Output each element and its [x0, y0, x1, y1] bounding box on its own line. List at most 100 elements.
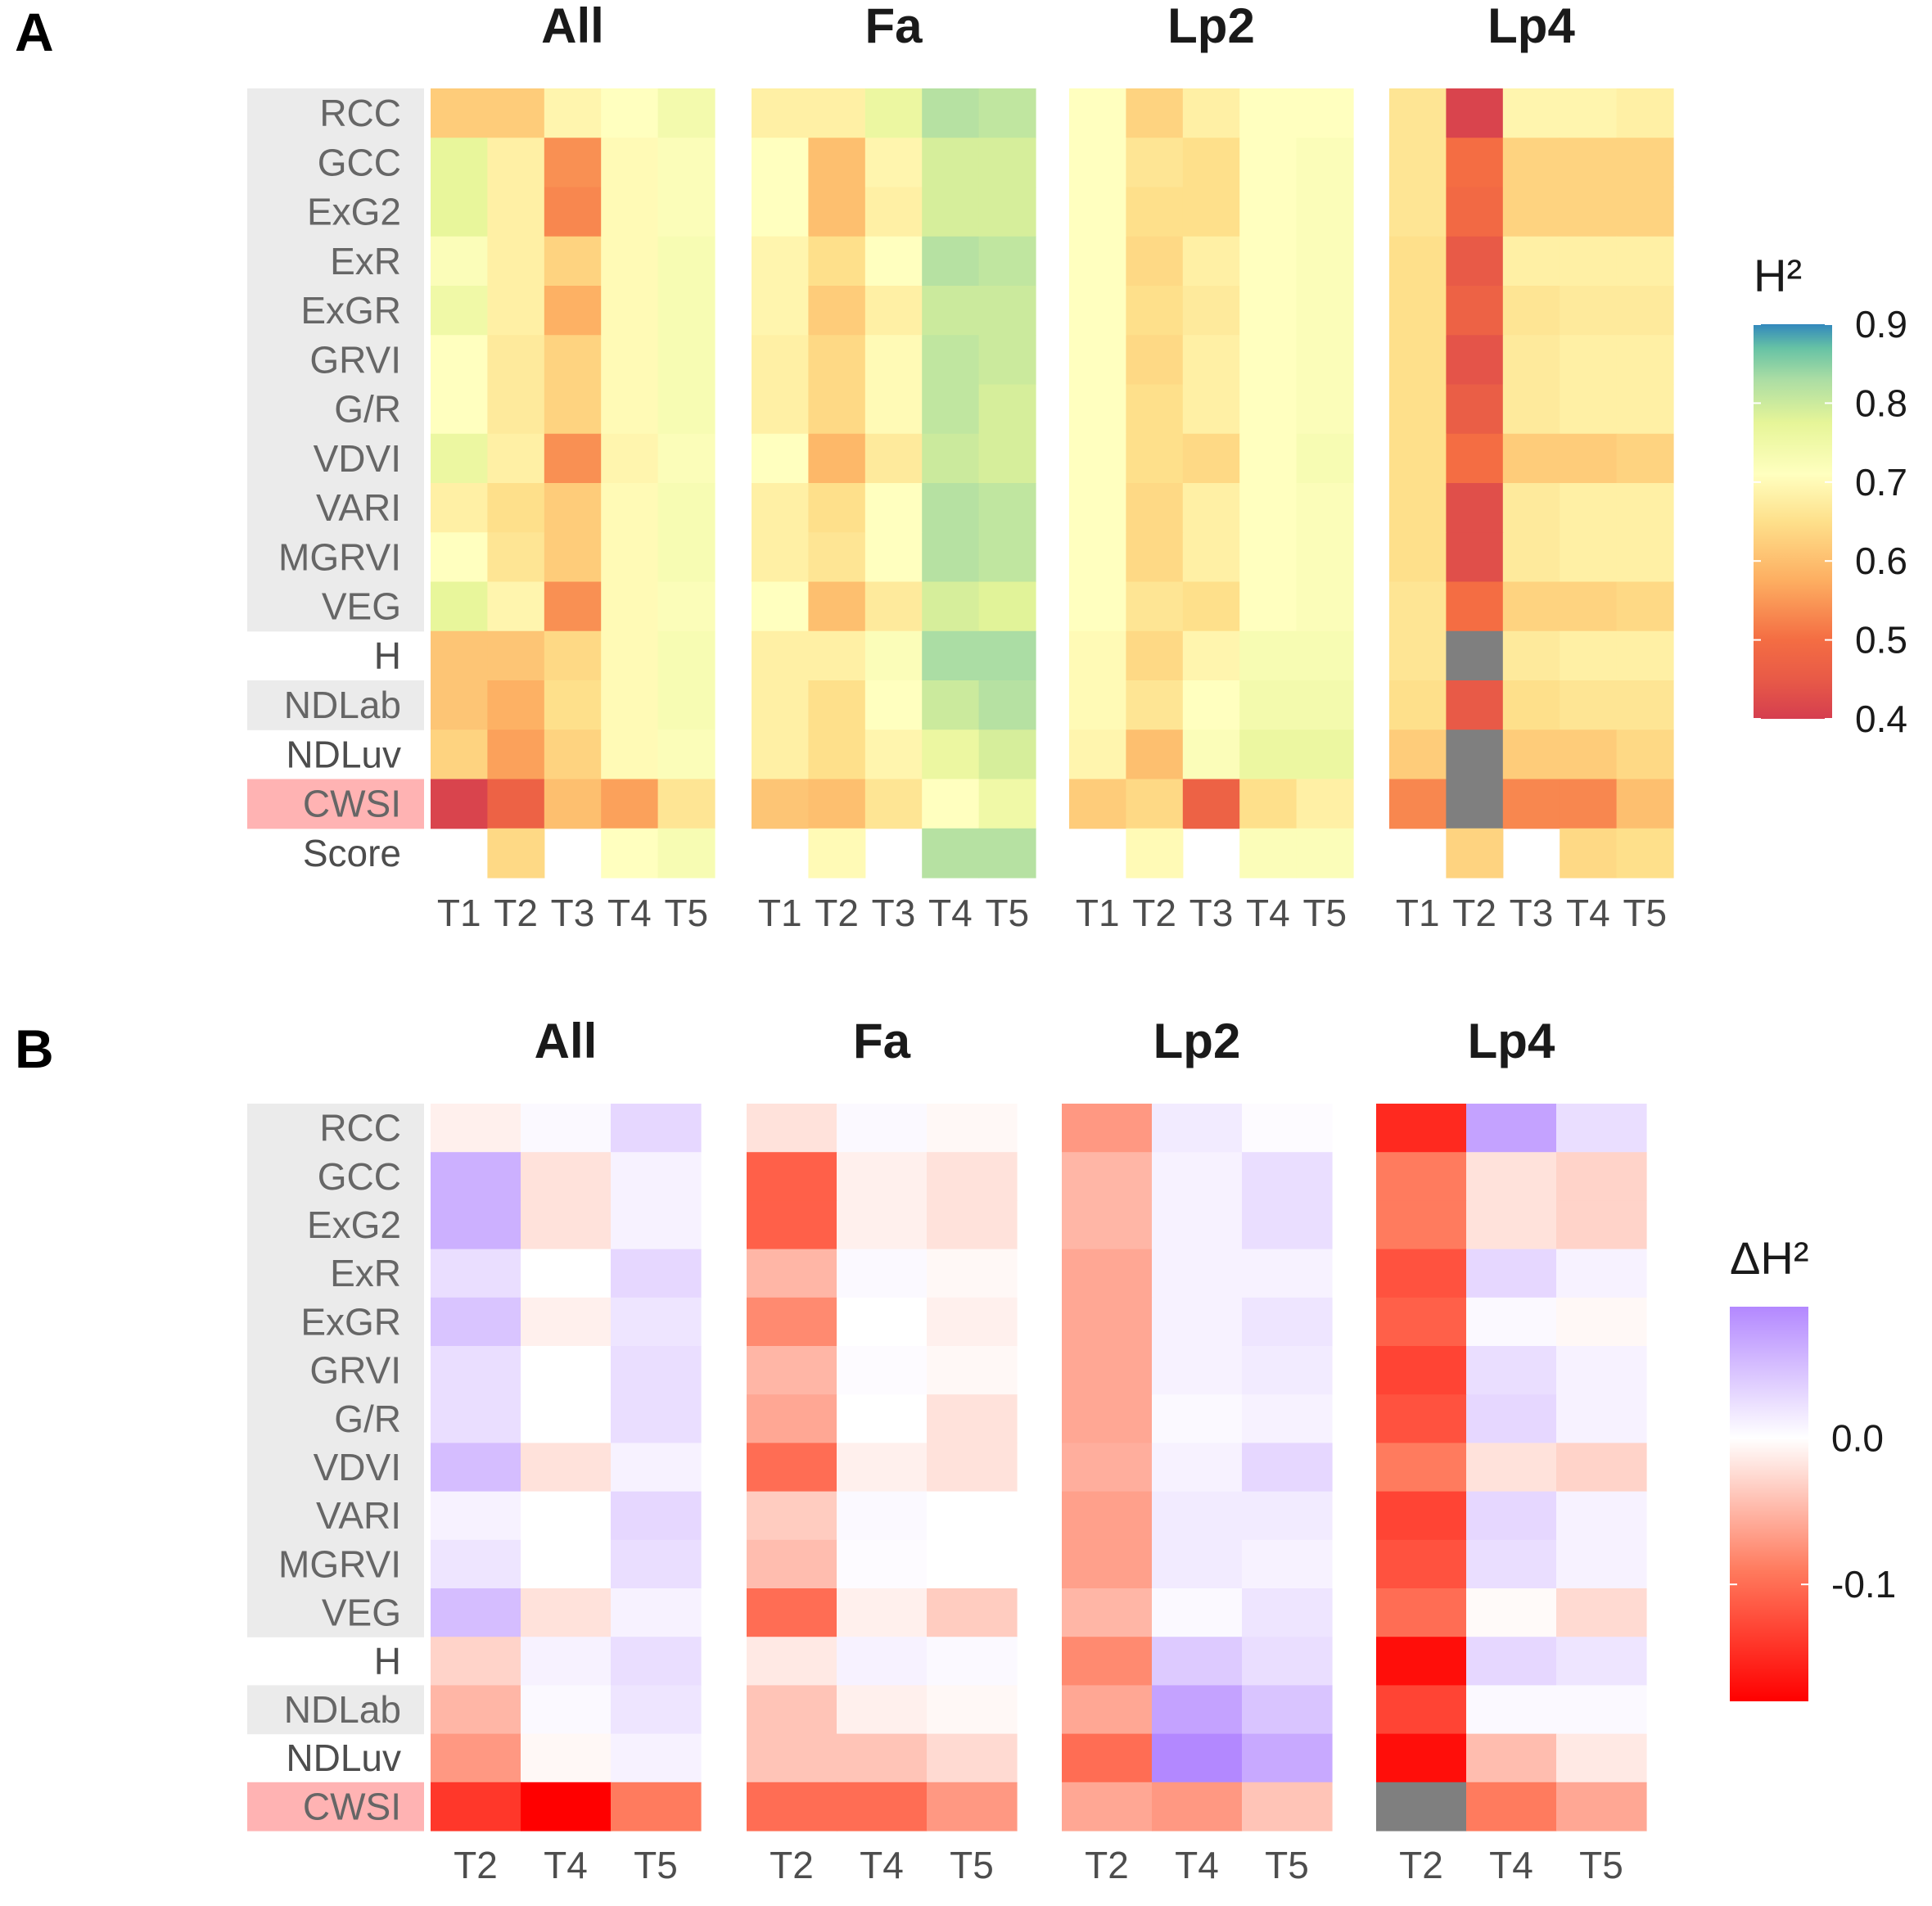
- heatmap-cell: [487, 286, 545, 336]
- heatmap-cell: [611, 1297, 702, 1347]
- heatmap-cell: [1126, 680, 1184, 730]
- heatmap-cell: [521, 1104, 612, 1153]
- heatmap-cell: [1502, 483, 1560, 533]
- heatmap-cell: [752, 138, 809, 188]
- x-tick-label: T4: [860, 1844, 904, 1886]
- heatmap-cell: [1446, 187, 1504, 237]
- facet-title: Lp2: [1153, 1014, 1241, 1068]
- heatmap-cell: [1466, 1394, 1557, 1443]
- legend-tick-label: 0.7: [1855, 461, 1907, 504]
- heatmap-cell: [1446, 384, 1504, 435]
- heatmap-cell: [864, 581, 923, 632]
- heatmap-cell: [837, 1200, 928, 1250]
- heatmap-cell: [544, 680, 602, 730]
- heatmap-cell: [1239, 828, 1298, 878]
- heatmap-cell: [1389, 286, 1447, 336]
- heatmap-cell: [1239, 433, 1298, 484]
- heatmap-cell: [864, 680, 923, 730]
- x-tick-label: T4: [928, 892, 973, 934]
- heatmap-cell: [747, 1733, 837, 1783]
- heatmap-cell: [521, 1297, 612, 1347]
- heatmap-cell: [431, 433, 488, 484]
- row-label: GCC: [318, 1155, 401, 1198]
- heatmap-cell: [1560, 433, 1618, 484]
- heatmap-cell: [1242, 1297, 1333, 1347]
- heatmap-cell: [611, 1588, 702, 1637]
- heatmap-cell: [1376, 1346, 1467, 1395]
- heatmap-cell: [978, 88, 1036, 138]
- heatmap-cell: [1616, 236, 1674, 287]
- heatmap-cell: [431, 1637, 521, 1686]
- heatmap-cell: [747, 1152, 837, 1201]
- heatmap-cell: [1062, 1200, 1153, 1250]
- row-label: H: [374, 635, 401, 677]
- heatmap-cell: [808, 187, 866, 237]
- heatmap-cell: [1556, 1104, 1647, 1153]
- heatmap-cell: [1069, 532, 1126, 583]
- heatmap-cell: [1389, 532, 1447, 583]
- heatmap-cell: [487, 335, 545, 386]
- heatmap-cell: [487, 779, 545, 829]
- heatmap-cell: [978, 680, 1036, 730]
- heatmap-cell: [1069, 433, 1126, 484]
- heatmap-cell: [1296, 483, 1354, 533]
- heatmap-cell: [601, 581, 659, 632]
- heatmap-cell: [1556, 1685, 1647, 1735]
- heatmap-cell: [1389, 335, 1447, 386]
- heatmap-cell: [521, 1200, 612, 1250]
- heatmap-cell: [1446, 138, 1504, 188]
- heatmap-cell: [1239, 581, 1298, 632]
- x-tick-label: T2: [1132, 892, 1176, 934]
- heatmap-cell: [431, 1200, 521, 1250]
- heatmap-cell: [1466, 1637, 1557, 1686]
- heatmap-cell: [1242, 1685, 1333, 1735]
- row-label: GCC: [318, 141, 401, 183]
- heatmap-cell: [487, 729, 545, 780]
- heatmap-cell: [487, 187, 545, 237]
- heatmap-cell: [922, 828, 980, 878]
- heatmap-cell: [922, 236, 980, 287]
- legend-tick-label: 0.4: [1855, 698, 1907, 740]
- row-label: VARI: [316, 486, 401, 529]
- heatmap-cell: [657, 384, 715, 435]
- heatmap-cell: [1239, 680, 1298, 730]
- heatmap-cell: [611, 1104, 702, 1153]
- heatmap-cell: [927, 1685, 1018, 1735]
- heatmap-cell: [1182, 483, 1240, 533]
- rgb-index-label-band: [247, 1200, 424, 1250]
- heatmap-cell: [544, 236, 602, 287]
- heatmap-cell: [922, 483, 980, 533]
- heatmap-cell: [611, 1782, 702, 1831]
- x-tick-label: T2: [770, 1844, 814, 1886]
- heatmap-cell: [1242, 1782, 1333, 1831]
- heatmap-cell: [808, 630, 866, 681]
- heatmap-cell: [927, 1588, 1018, 1637]
- x-tick-label: T2: [1452, 892, 1496, 934]
- heatmap-cell: [1126, 433, 1184, 484]
- x-tick-label: T3: [872, 892, 916, 934]
- row-label: G/R: [334, 1398, 401, 1440]
- x-tick-label: T5: [985, 892, 1029, 934]
- heatmap-cell: [1242, 1491, 1333, 1541]
- heatmap-cell: [808, 729, 866, 780]
- heatmap-cell: [808, 335, 866, 386]
- heatmap-cell: [1466, 1733, 1557, 1783]
- heatmap-cell: [1560, 581, 1618, 632]
- heatmap-cell: [1466, 1104, 1557, 1153]
- heatmap-cell: [1556, 1249, 1647, 1299]
- rgb-index-label-band: [247, 1588, 424, 1637]
- heatmap-cell: [927, 1200, 1018, 1250]
- heatmap-cell: [1242, 1200, 1333, 1250]
- heatmap-cell: [752, 532, 809, 583]
- heatmap-cell: [1296, 335, 1354, 386]
- heatmap-cell: [1152, 1733, 1243, 1783]
- x-tick-label: T4: [1246, 892, 1290, 934]
- heatmap-cell: [487, 433, 545, 484]
- row-label: CWSI: [303, 783, 401, 825]
- heatmap-cell: [837, 1491, 928, 1541]
- legend-colorbar: [1730, 1307, 1808, 1701]
- heatmap-cell: [1126, 532, 1184, 583]
- heatmap-cell: [978, 483, 1036, 533]
- heatmap-cell: [544, 729, 602, 780]
- heatmap-cell: [1239, 335, 1298, 386]
